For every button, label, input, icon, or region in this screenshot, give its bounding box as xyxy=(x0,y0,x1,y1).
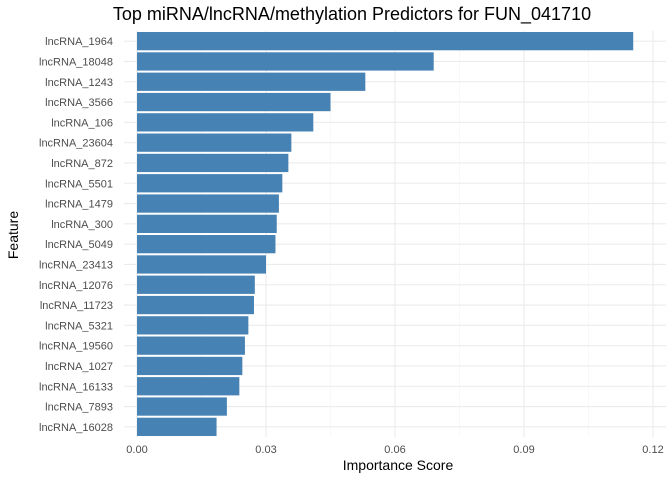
bar-lncrna-23604 xyxy=(137,133,292,152)
bar-lncrna-106 xyxy=(137,113,314,132)
grid-lines xyxy=(124,31,666,437)
bar-lncrna-5321 xyxy=(137,316,249,335)
bar-lncrna-3566 xyxy=(137,92,331,112)
y-tick-label: lncRNA_23604 xyxy=(39,138,113,150)
x-tick-label: 0.03 xyxy=(255,444,276,456)
y-tick-label: lncRNA_16028 xyxy=(39,422,113,434)
bar-lncrna-11723 xyxy=(137,295,254,315)
y-tick-label: lncRNA_18048 xyxy=(39,56,113,68)
y-axis-title: Feature xyxy=(5,211,21,259)
bar-lncrna-19560 xyxy=(137,336,245,355)
y-tick-labels: lncRNA_1964 lncRNA_18048 lncRNA_1243 lncRNA… xyxy=(39,36,113,434)
bar-lncrna-1027 xyxy=(137,356,243,376)
y-tick-label: lncRNA_106 xyxy=(51,117,113,129)
bar-lncrna-1964 xyxy=(137,32,634,51)
y-tick-label: lncRNA_1243 xyxy=(45,77,113,89)
y-tick-label: lncRNA_5321 xyxy=(45,320,113,332)
x-tick-labels: 0.00 0.03 0.06 0.09 0.12 xyxy=(126,444,663,456)
bar-lncrna-5049 xyxy=(137,235,276,254)
y-tick-label: lncRNA_19560 xyxy=(39,341,113,353)
bars xyxy=(137,32,634,436)
bar-lncrna-872 xyxy=(137,153,289,173)
y-tick-label: lncRNA_872 xyxy=(51,158,113,170)
y-tick-label: lncRNA_1479 xyxy=(45,199,113,211)
bar-lncrna-1243 xyxy=(137,72,366,91)
y-tick-label: lncRNA_16133 xyxy=(39,381,113,393)
x-tick-label: 0.00 xyxy=(126,444,147,456)
y-tick-label: lncRNA_7893 xyxy=(45,402,113,414)
bar-lncrna-12076 xyxy=(137,275,255,294)
bar-lncrna-5501 xyxy=(137,174,283,193)
bar-lncrna-300 xyxy=(137,214,277,233)
x-tick-label: 0.12 xyxy=(642,444,663,456)
chart-title: Top miRNA/lncRNA/methylation Predictors … xyxy=(113,4,591,25)
bar-lncrna-16133 xyxy=(137,377,240,396)
bar-lncrna-16028 xyxy=(137,417,217,436)
x-tick-label: 0.09 xyxy=(513,444,534,456)
y-tick-label: lncRNA_12076 xyxy=(39,280,113,292)
y-tick-label: lncRNA_5049 xyxy=(45,239,113,251)
x-tick-label: 0.06 xyxy=(384,444,405,456)
y-tick-label: lncRNA_1964 xyxy=(45,36,113,48)
bar-lncrna-18048 xyxy=(137,52,434,71)
y-tick-label: lncRNA_300 xyxy=(51,219,113,231)
x-axis-title: Importance Score xyxy=(343,457,454,473)
y-tick-label: lncRNA_1027 xyxy=(45,361,113,373)
bar-lncrna-23413 xyxy=(137,255,266,274)
y-tick-label: lncRNA_23413 xyxy=(39,259,113,271)
y-tick-label: lncRNA_5501 xyxy=(45,178,113,190)
bar-lncrna-1479 xyxy=(137,194,279,213)
bar-lncrna-7893 xyxy=(137,397,227,416)
y-tick-label: lncRNA_3566 xyxy=(45,97,113,109)
y-tick-label: lncRNA_11723 xyxy=(40,300,113,312)
